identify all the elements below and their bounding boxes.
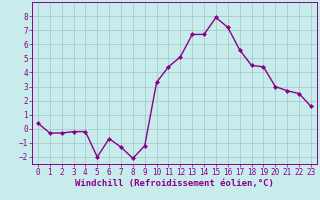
X-axis label: Windchill (Refroidissement éolien,°C): Windchill (Refroidissement éolien,°C) bbox=[75, 179, 274, 188]
